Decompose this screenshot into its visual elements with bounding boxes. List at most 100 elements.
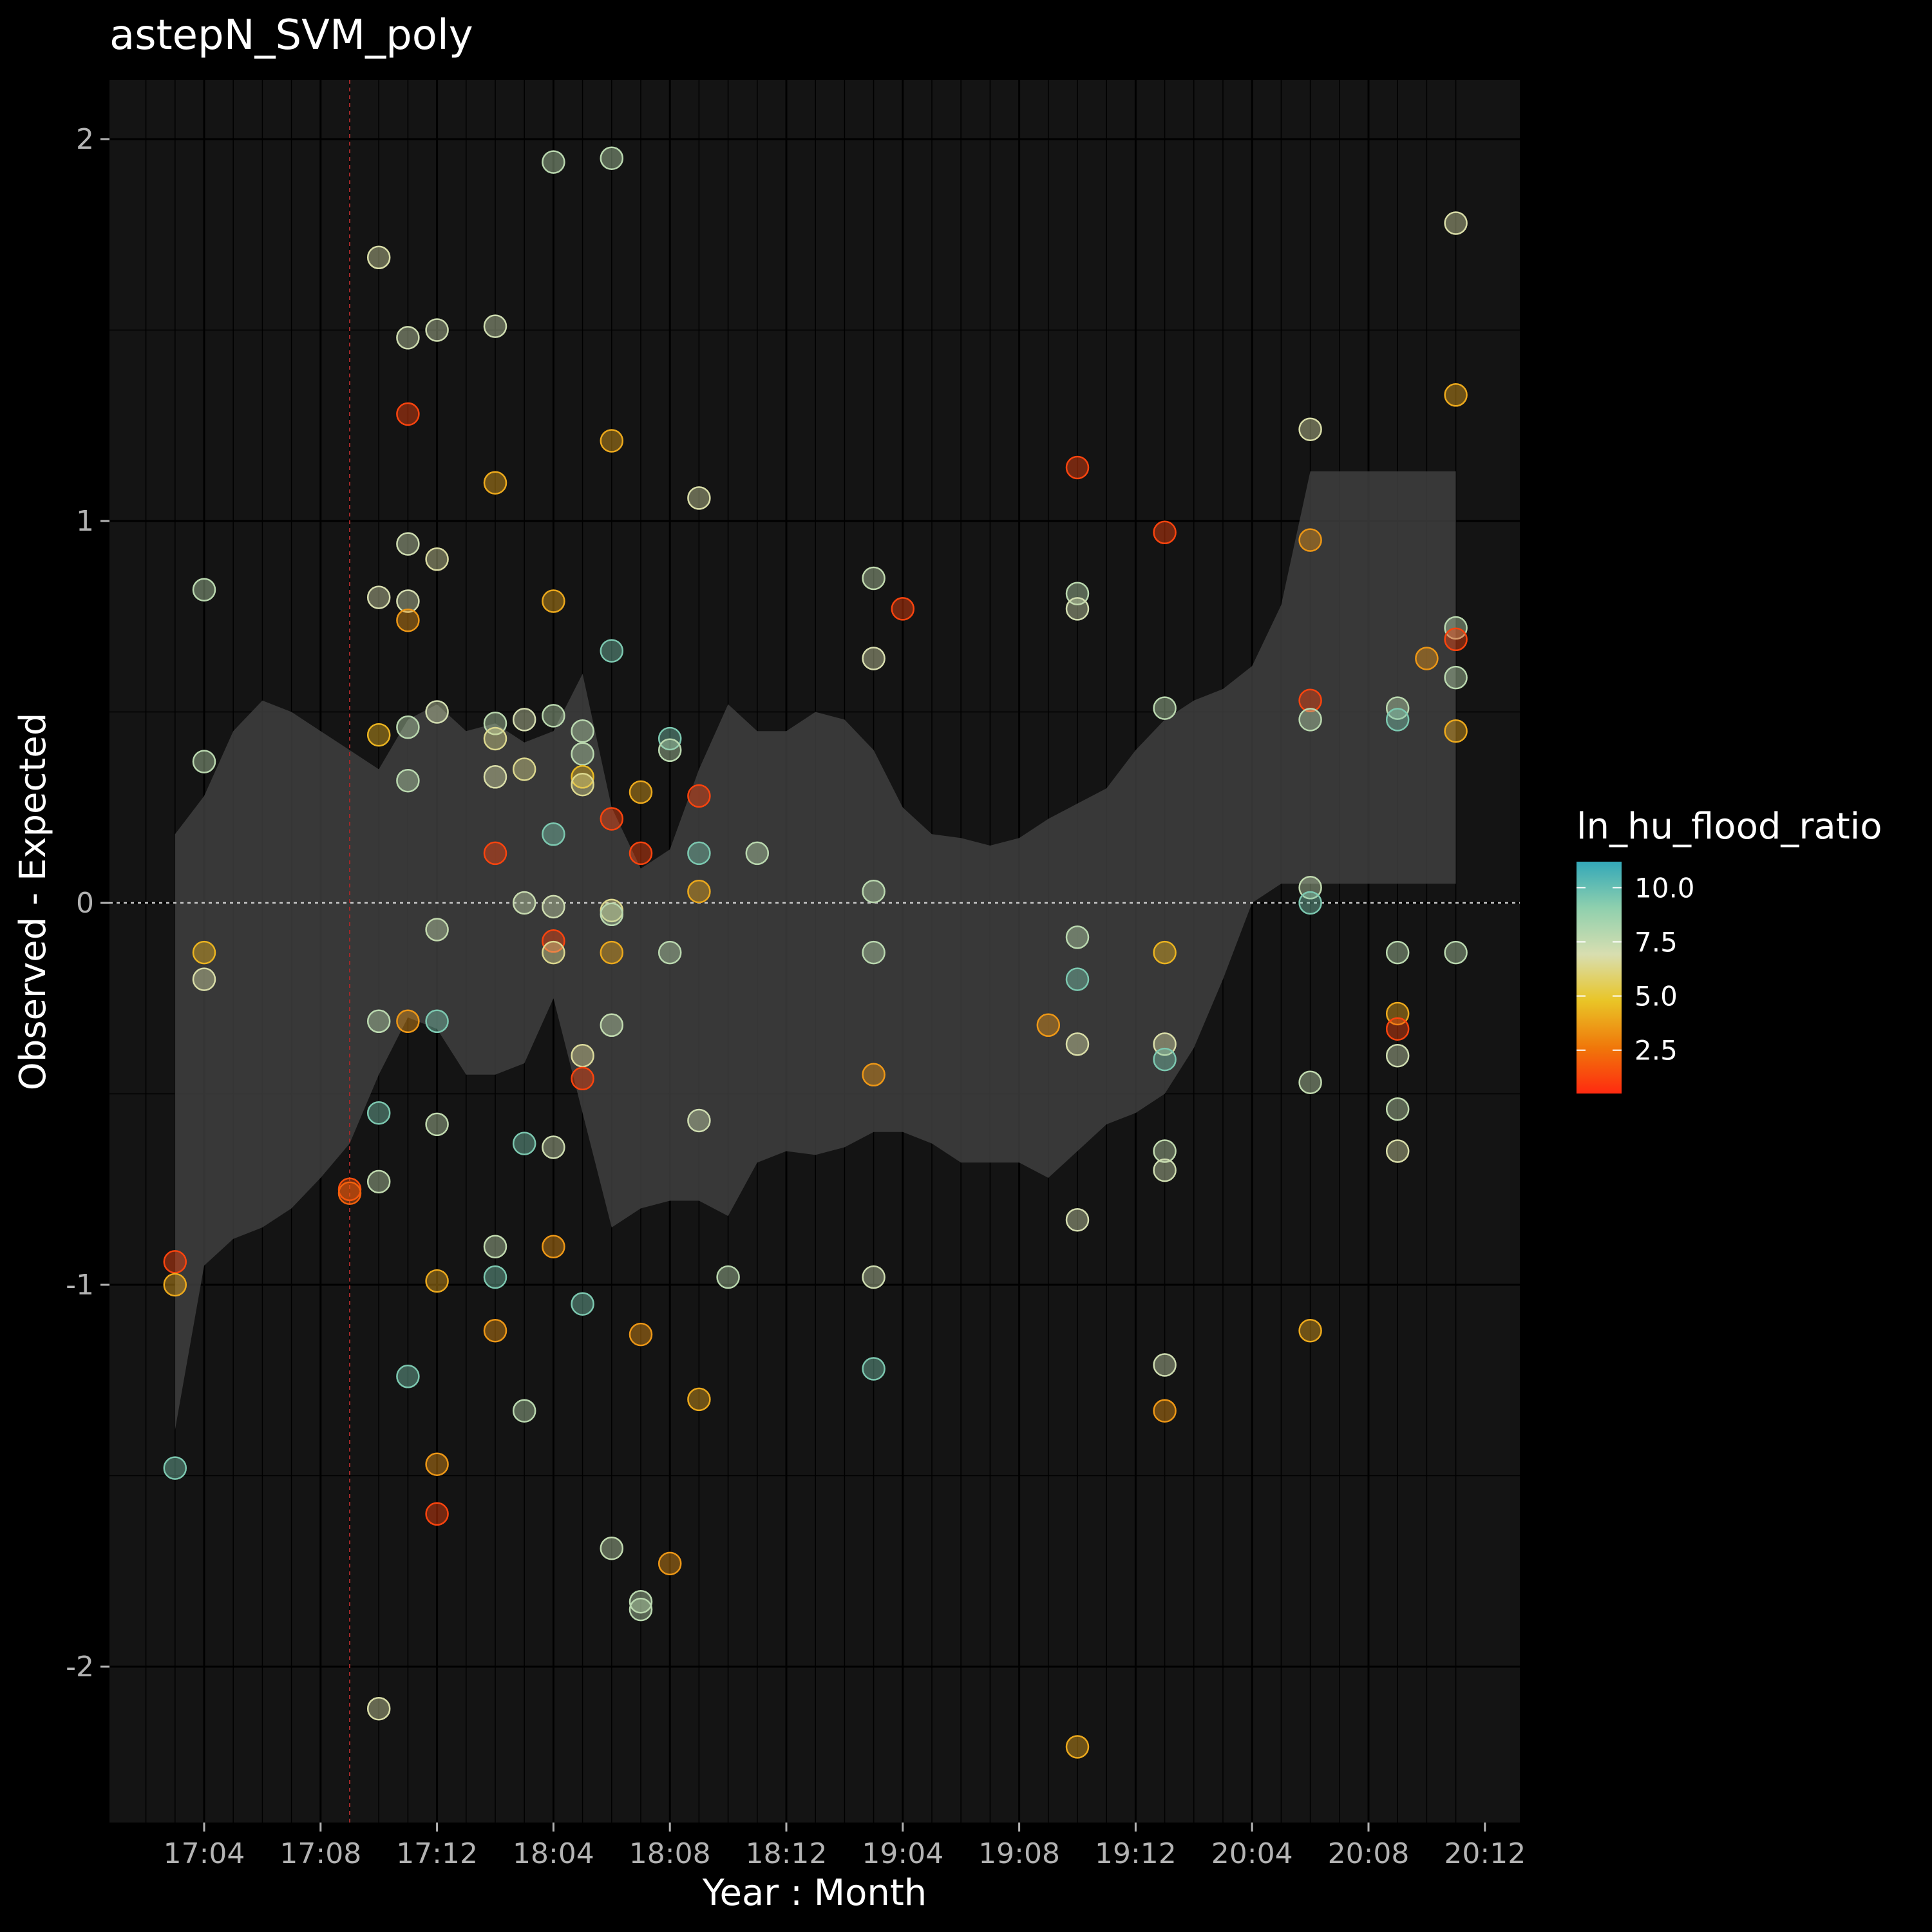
data-point xyxy=(1153,940,1177,965)
data-point xyxy=(542,940,565,965)
data-point xyxy=(396,402,420,426)
data-point xyxy=(629,841,653,866)
data-point xyxy=(425,1009,449,1034)
data-point xyxy=(366,1696,391,1721)
legend-tick-label: 2.5 xyxy=(1634,1035,1678,1066)
data-point xyxy=(600,940,624,965)
data-point xyxy=(1298,417,1322,441)
data-point xyxy=(396,1365,420,1388)
data-point xyxy=(1444,627,1468,652)
data-point xyxy=(600,1013,624,1037)
data-point xyxy=(862,647,886,670)
data-point xyxy=(1153,1047,1177,1072)
x-tick-label: 20:08 xyxy=(1328,1837,1410,1870)
x-tick-label: 17:12 xyxy=(396,1837,478,1870)
data-point xyxy=(483,1235,507,1258)
data-point xyxy=(1153,1399,1177,1423)
data-point xyxy=(687,1387,711,1412)
data-point xyxy=(337,1181,362,1205)
x-tick-label: 18:04 xyxy=(513,1837,594,1870)
data-point xyxy=(687,784,711,808)
data-point xyxy=(600,639,624,663)
legend-tick-label: 5.0 xyxy=(1634,981,1678,1012)
data-point xyxy=(192,940,216,965)
data-point xyxy=(1065,1032,1090,1056)
colorbar xyxy=(1577,862,1622,1094)
x-tick-label: 18:12 xyxy=(746,1837,828,1870)
data-point xyxy=(1298,1318,1322,1343)
legend: ln_hu_flood_ratio 10.0 7.5 5.0 2.5 xyxy=(1577,806,1882,1094)
data-point xyxy=(1415,647,1439,670)
data-point xyxy=(192,750,216,773)
y-axis: -2 -1 0 1 2 xyxy=(66,123,109,1683)
data-point xyxy=(1065,967,1090,991)
data-point xyxy=(571,719,594,743)
x-tick-label: 20:12 xyxy=(1444,1837,1526,1870)
data-point xyxy=(1298,891,1322,915)
x-tick-label: 19:04 xyxy=(862,1837,943,1870)
data-point xyxy=(483,841,507,866)
data-point xyxy=(629,780,653,804)
data-point xyxy=(1444,665,1468,690)
data-point xyxy=(862,879,886,904)
data-point xyxy=(1385,1017,1410,1041)
y-tick-label: -1 xyxy=(66,1269,94,1302)
data-point xyxy=(542,1235,565,1258)
y-tick-label: 0 xyxy=(76,887,94,920)
data-point xyxy=(862,940,886,965)
data-point xyxy=(891,597,915,621)
data-point xyxy=(1385,940,1410,965)
y-axis-title: Observed - Expected xyxy=(12,713,54,1091)
y-tick-label: -2 xyxy=(66,1651,94,1683)
data-point xyxy=(396,532,420,556)
data-point xyxy=(1036,1013,1061,1037)
data-point xyxy=(1298,1070,1322,1094)
legend-title: ln_hu_flood_ratio xyxy=(1577,806,1882,848)
data-point xyxy=(687,841,711,866)
data-point xyxy=(629,1597,653,1622)
data-point xyxy=(425,700,449,724)
data-point xyxy=(396,326,420,350)
data-point xyxy=(716,1265,740,1289)
x-tick-label: 18:08 xyxy=(629,1837,711,1870)
data-point xyxy=(396,1009,420,1034)
data-point xyxy=(425,547,449,571)
data-point xyxy=(366,1009,391,1034)
data-point xyxy=(396,768,420,793)
data-point xyxy=(425,1502,449,1526)
x-tick-label: 17:08 xyxy=(279,1837,361,1870)
data-point xyxy=(542,704,565,728)
data-point xyxy=(163,1456,187,1480)
data-point xyxy=(542,150,565,174)
x-tick-label: 19:08 xyxy=(978,1837,1060,1870)
data-point xyxy=(163,1250,187,1274)
data-point xyxy=(687,1108,711,1133)
x-tick-label: 20:04 xyxy=(1211,1837,1293,1870)
data-point xyxy=(483,314,507,338)
data-point xyxy=(483,726,507,751)
data-point xyxy=(571,765,594,789)
x-axis: 17:04 17:08 17:12 18:04 18:08 18:12 19:04 19:08… xyxy=(164,1823,1526,1870)
data-point xyxy=(745,841,770,866)
x-tick-label: 17:04 xyxy=(164,1837,245,1870)
data-point xyxy=(571,1292,594,1316)
data-point xyxy=(1385,1043,1410,1068)
data-point xyxy=(396,715,420,739)
data-point xyxy=(512,891,536,915)
data-point xyxy=(571,772,594,797)
y-tick-label: 1 xyxy=(76,505,94,538)
data-point xyxy=(483,765,507,789)
confidence-band xyxy=(175,471,1456,1430)
data-point xyxy=(366,1170,391,1194)
data-point xyxy=(1385,1139,1410,1163)
data-point xyxy=(512,757,536,781)
x-axis-title: Year : Month xyxy=(702,1872,927,1914)
data-point xyxy=(1444,719,1468,743)
data-point xyxy=(192,967,216,991)
data-point xyxy=(366,245,391,270)
data-point xyxy=(1065,597,1090,621)
data-point xyxy=(483,1318,507,1343)
data-point xyxy=(1065,925,1090,949)
data-point xyxy=(629,1322,653,1347)
